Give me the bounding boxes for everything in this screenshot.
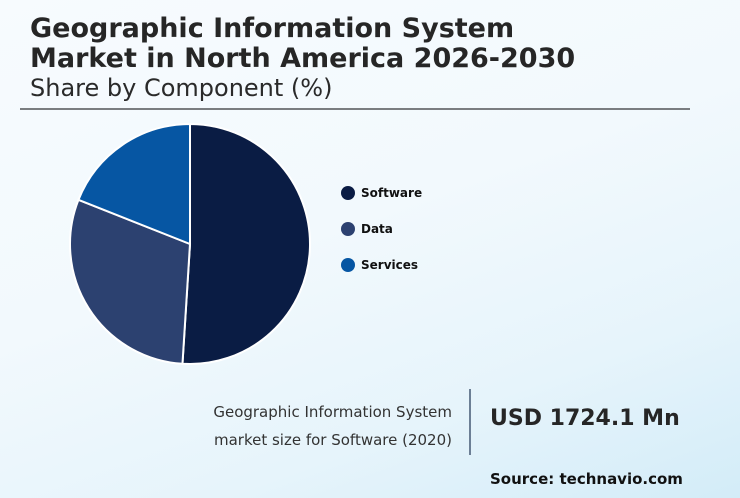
- legend-dot-software-icon: [341, 186, 355, 200]
- kpi-divider: [469, 389, 471, 455]
- legend: Software Data Services: [341, 175, 422, 283]
- legend-item-data: Data: [341, 211, 422, 247]
- legend-label: Software: [361, 186, 423, 200]
- legend-label: Data: [361, 222, 393, 236]
- pie-chart: [69, 122, 312, 365]
- legend-label: Services: [361, 258, 419, 272]
- pie-slice-software: [181, 122, 312, 365]
- kpi-label: Geographic Information System market siz…: [190, 398, 452, 454]
- chart-title-line1: Geographic Information System: [30, 13, 515, 44]
- kpi-value: USD 1724.1 Mn: [490, 406, 680, 431]
- legend-item-services: Services: [341, 247, 422, 283]
- legend-dot-services-icon: [341, 258, 355, 272]
- legend-item-software: Software: [341, 175, 422, 211]
- chart-title-line2: Market in North America 2026-2030: [30, 43, 576, 74]
- source-credit: Source: technavio.com: [490, 470, 683, 488]
- pie-slice-data: [69, 198, 192, 365]
- kpi-label-line1: Geographic Information System: [213, 403, 452, 421]
- legend-dot-data-icon: [341, 222, 355, 236]
- title-divider: [20, 108, 690, 110]
- kpi-label-line2: market size for Software (2020): [213, 431, 452, 449]
- pie-slice-services: [77, 122, 191, 246]
- chart-title: Geographic Information System Market in …: [30, 14, 575, 74]
- chart-subtitle: Share by Component (%): [30, 74, 333, 102]
